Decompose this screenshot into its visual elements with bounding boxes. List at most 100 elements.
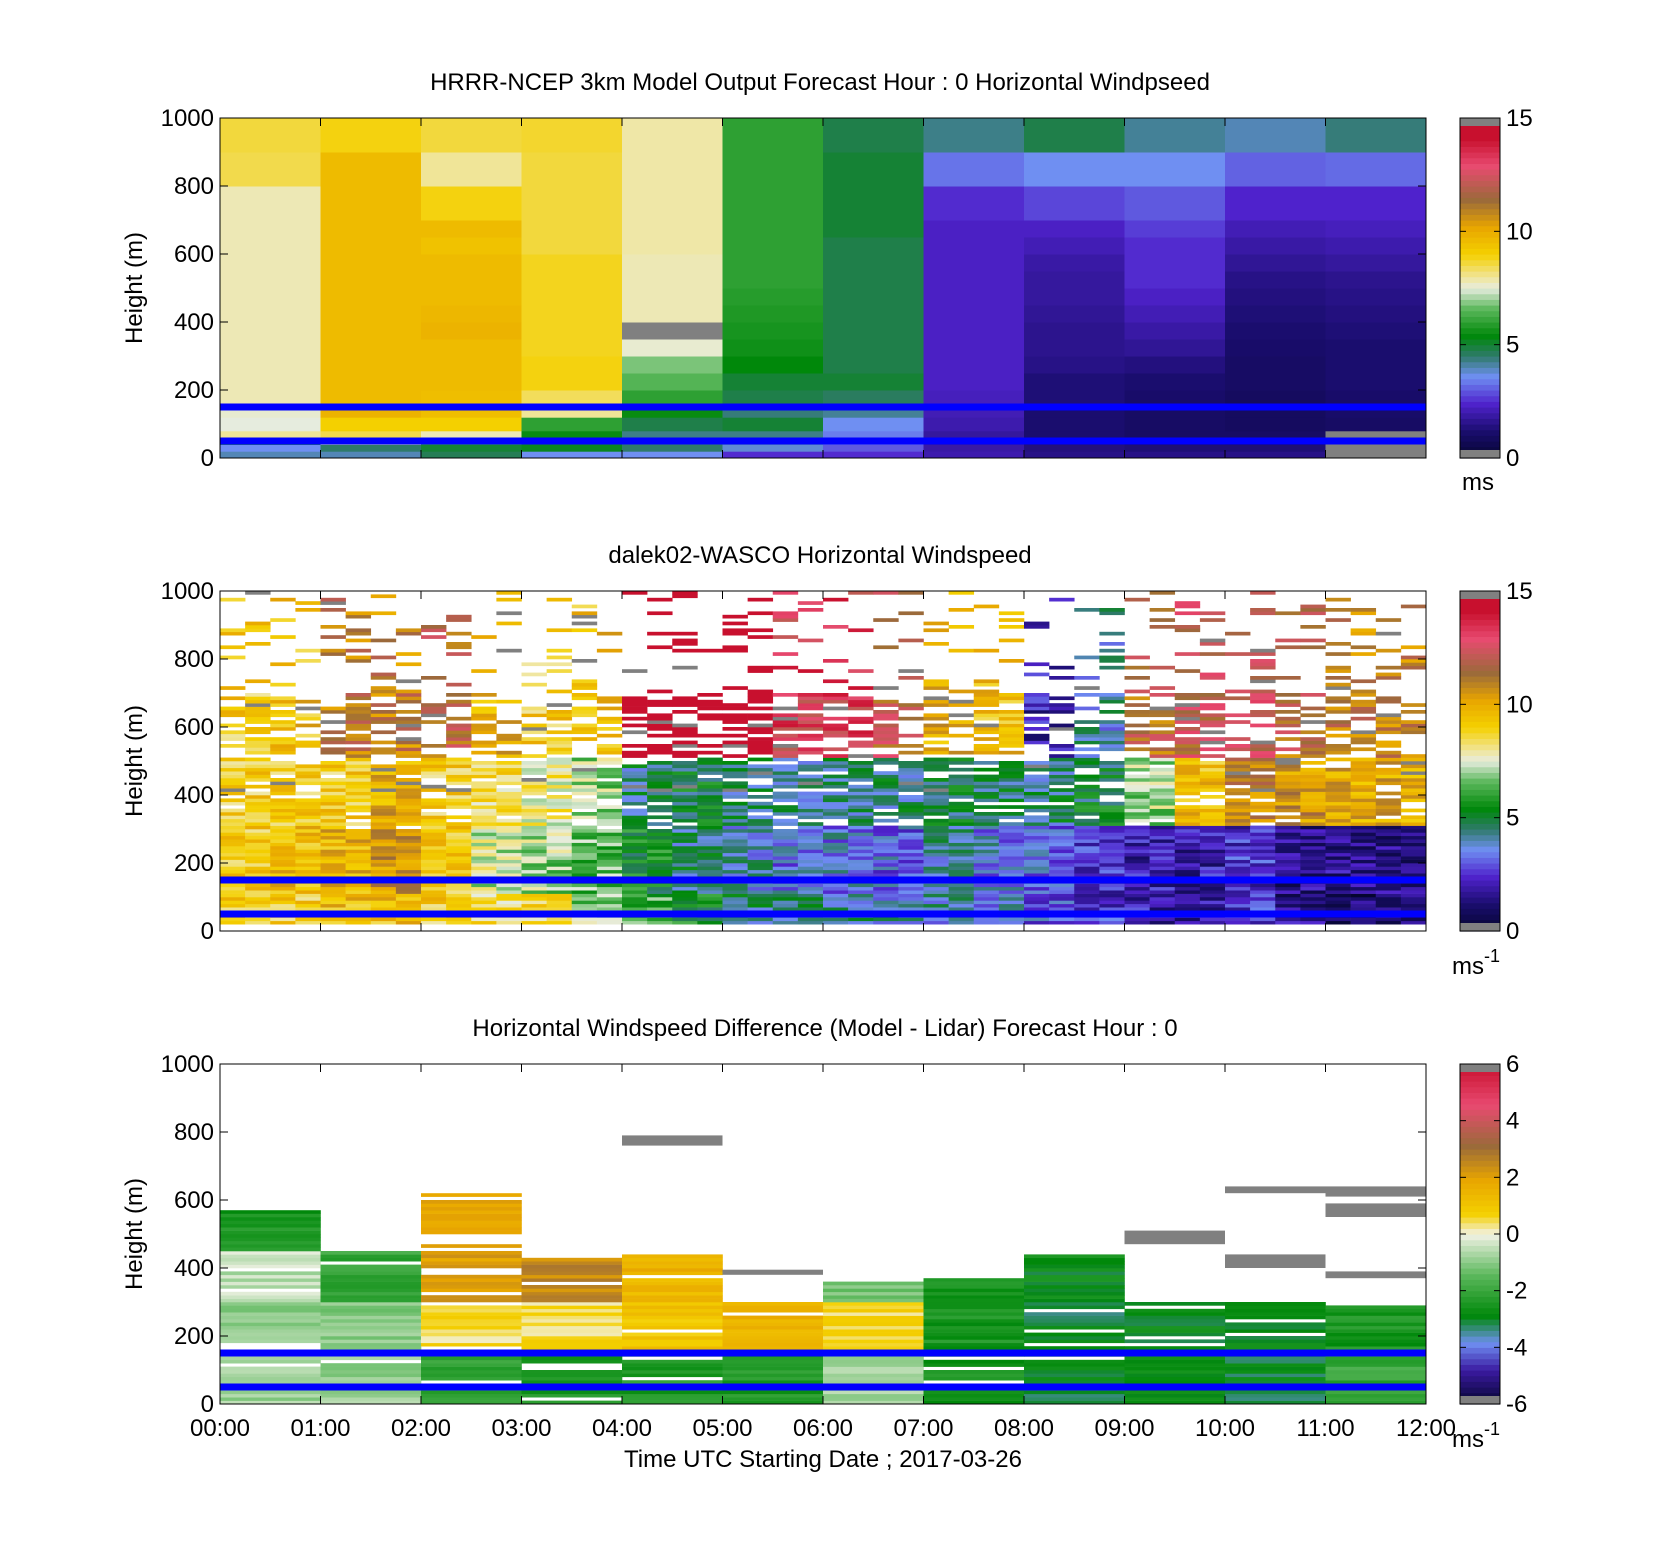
lidar-cell [395,764,422,769]
lidar-cell [998,720,1025,724]
lidar-cell [1350,920,1377,925]
lidar-cell [1225,835,1251,840]
lidar-cell [998,625,1025,629]
colorbar-cap-bottom [1460,923,1500,931]
lidar-cell [823,764,849,769]
model-cell [1225,220,1326,238]
diff-cell [1325,1339,1427,1344]
lidar-cell [1350,764,1377,769]
lidar-cell [245,699,271,704]
diff-cell [823,1373,924,1378]
lidar-cell [697,791,723,796]
lidar-cell [1275,883,1301,888]
diff-cell [220,1370,321,1374]
lidar-cell [722,815,748,820]
lidar-cell [848,842,874,847]
lidar-cell [345,798,372,803]
colorbar-swatch [1460,129,1500,136]
lidar-cell [1174,907,1201,911]
lidar-cell [1099,767,1125,772]
lidar-cell [823,727,849,731]
lidar-cell [395,907,422,911]
diff-cell [1225,1325,1326,1330]
lidar-cell [1325,812,1351,816]
lidar-cell [1149,825,1176,830]
lidar-cell [1275,829,1301,833]
xtick-label: 08:00 [994,1415,1054,1442]
lidar-cell [1149,869,1176,874]
lidar-cell [1325,907,1351,911]
colorbar-swatch [1460,356,1500,363]
lidar-cell [1174,920,1201,925]
lidar-cell [622,903,648,908]
lidar-cell [1375,778,1402,782]
ytick-label: 600 [174,1187,214,1214]
lidar-cell [622,801,648,806]
lidar-cell [1149,835,1176,840]
diff-cell [220,1359,321,1364]
lidar-cell [672,591,698,595]
lidar-cell [873,907,899,911]
lidar-cell [1124,835,1150,840]
lidar-cell [1024,778,1050,782]
lidar-cell [747,883,774,888]
lidar-cell [320,648,346,653]
lidar-cell [823,798,849,803]
lidar-cell [596,696,623,701]
lidar-cell [1124,805,1150,809]
lidar-cell [1149,839,1176,843]
lidar-cell [797,778,824,782]
diff-cell [521,1261,623,1265]
lidar-cell [1225,757,1251,762]
lidar-cell [596,791,623,796]
lidar-cell [571,846,598,850]
lidar-cell [1199,869,1226,874]
lidar-cell [797,795,824,799]
lidar-cell [1149,784,1176,789]
lidar-cell [471,822,497,826]
lidar-cell [421,873,447,877]
lidar-cell [1199,716,1226,721]
lidar-cell [320,740,346,745]
lidar-cell [672,774,698,779]
lidar-cell [1250,842,1276,847]
lidar-cell [948,733,975,738]
lidar-cell [873,842,899,847]
colorbar-swatch [1460,1149,1500,1156]
model-cell [521,444,623,452]
model-cell [923,356,1025,374]
diff-cell [220,1240,321,1245]
lidar-cell [1225,696,1251,701]
model-cell [421,322,522,340]
lidar-cell [521,869,547,874]
lidar-cell [1099,665,1125,670]
lidar-cell [446,859,472,864]
lidar-cell [873,812,899,816]
lidar-cell [270,781,296,786]
lidar-cell [647,886,673,891]
lidar-cell [1375,849,1402,854]
lidar-cell [998,825,1025,830]
lidar-cell [395,788,422,792]
lidar-cell [521,859,547,864]
lidar-cell [898,849,924,854]
lidar-cell [295,886,321,891]
model-cell [823,373,924,391]
lidar-cell [873,710,899,714]
lidar-cell [1024,903,1050,908]
lidar-cell [1149,920,1176,925]
lidar-cell [1250,696,1276,701]
lidar-cell [496,842,522,847]
lidar-cell [1124,764,1150,769]
lidar-cell [370,829,397,833]
lidar-cell [1099,774,1125,779]
lidar-cell [421,852,447,857]
lidar-cell [446,801,472,806]
lidar-cell [270,832,296,837]
lidar-cell [1099,907,1125,911]
lidar-cell [1350,839,1377,843]
lidar-cell [1074,808,1100,813]
lidar-cell [898,886,924,891]
lidar-cell [973,920,1000,925]
lidar-cell [672,631,698,636]
